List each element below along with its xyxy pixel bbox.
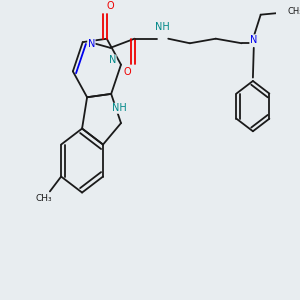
- Text: CH₃: CH₃: [35, 194, 52, 203]
- Text: O: O: [106, 1, 114, 10]
- Text: N: N: [109, 55, 116, 65]
- Text: NH: NH: [112, 103, 127, 113]
- Text: O: O: [124, 67, 131, 77]
- Text: NH: NH: [155, 22, 170, 32]
- Text: CH₃: CH₃: [287, 7, 300, 16]
- Text: N: N: [88, 39, 95, 50]
- Text: N: N: [250, 35, 257, 45]
